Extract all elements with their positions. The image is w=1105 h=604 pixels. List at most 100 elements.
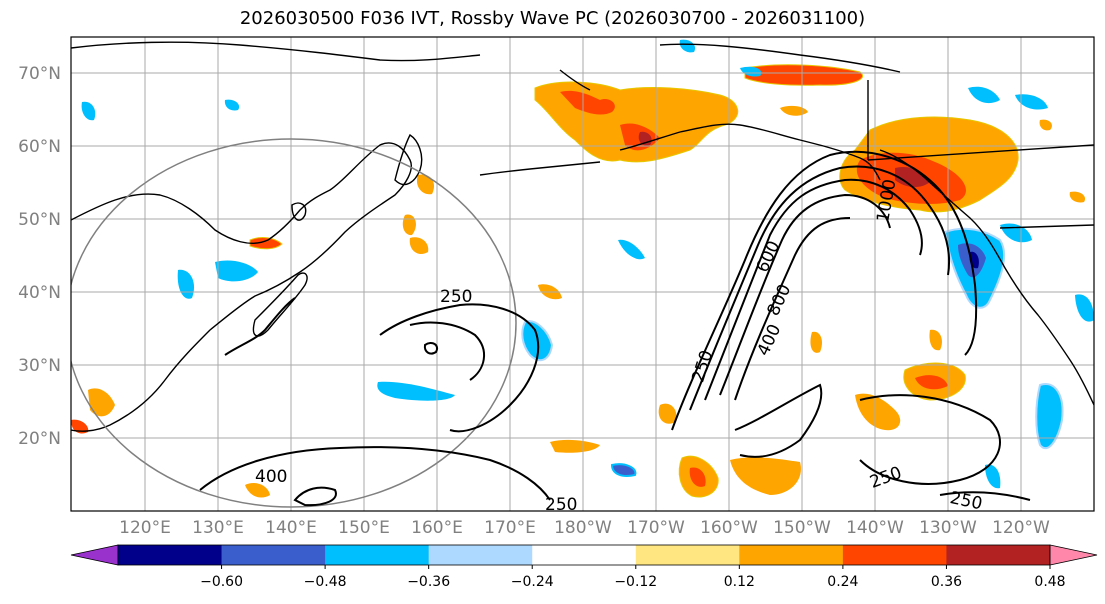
map-area: 250 250 250 250 250 400 400 600 800 1000 — [71, 37, 1094, 515]
ivt-contour — [409, 321, 485, 381]
warm-patch — [915, 375, 948, 390]
warm-patch — [249, 236, 283, 250]
warm-patch — [1069, 191, 1086, 203]
lat-label: 70°N — [18, 64, 61, 84]
colorbar-tick-label: 0.48 — [1034, 574, 1065, 590]
contour-label: 400 — [255, 467, 287, 487]
japan-coast — [252, 272, 308, 337]
colorbar-swatch — [428, 545, 533, 565]
cool-patch — [1075, 294, 1094, 322]
ivt-contour — [719, 193, 891, 396]
colorbar-ticks: −0.60 −0.48 −0.36 −0.24 −0.12 0.12 0.24 0.36 0.4… — [200, 565, 1066, 590]
colorbar-swatch — [118, 545, 223, 565]
colorbar-swatch — [635, 545, 740, 565]
warm-patch — [1039, 119, 1052, 131]
colorbar-extend-low — [70, 544, 119, 566]
cool-patch — [610, 463, 637, 477]
contour-label: 250 — [545, 495, 577, 515]
na-interior-borders — [867, 80, 1094, 229]
warm-patch — [416, 174, 435, 195]
ivt-contour — [734, 383, 823, 458]
kamchatka-coast — [394, 133, 423, 186]
warm-patch — [658, 403, 677, 424]
colorbar-outline — [117, 544, 1051, 566]
latitude-labels: 70°N 60°N 50°N 40°N 30°N 20°N — [18, 64, 61, 449]
warm-patch — [780, 105, 808, 116]
warm-patch — [810, 331, 823, 353]
cool-patch — [377, 381, 455, 401]
cool-patch — [679, 39, 696, 53]
ivt-contour — [224, 297, 296, 356]
cool-patch — [968, 86, 1000, 104]
lat-label: 40°N — [18, 283, 61, 303]
colorbar-tick-label: −0.24 — [511, 574, 554, 590]
cool-patch — [224, 99, 240, 111]
colorbar-swatch — [842, 545, 947, 565]
lon-label: 140°W — [846, 518, 904, 538]
ivt-contour — [939, 491, 1031, 501]
ivt-contour — [199, 446, 551, 501]
contour-label: 250 — [948, 488, 984, 514]
ivt-contour — [859, 394, 1001, 485]
colorbar-tick-label: 0.36 — [931, 574, 962, 590]
lon-label: 150°E — [338, 518, 390, 538]
colorbar-swatch — [946, 545, 1051, 565]
lon-label: 180°W — [554, 518, 612, 538]
contour-label: 250 — [440, 287, 472, 307]
lat-label: 20°N — [18, 429, 61, 449]
lon-label: 160°E — [411, 518, 463, 538]
anomaly-shading — [71, 39, 1094, 498]
ivt-contour — [423, 342, 438, 355]
colorbar-extend-high — [1049, 544, 1098, 566]
colorbar-swatch — [532, 545, 637, 565]
cool-patch — [1035, 383, 1064, 450]
lon-label: 140°E — [265, 518, 317, 538]
cool-patch — [81, 101, 96, 121]
colorbar-tick-label: 0.12 — [724, 574, 755, 590]
asia-coast — [71, 142, 412, 432]
japan-coast — [291, 202, 307, 221]
colorbar-tick-label: −0.12 — [614, 574, 657, 590]
colorbar-tick-label: −0.48 — [304, 574, 347, 590]
cool-patch — [215, 260, 258, 282]
lon-label: 130°E — [192, 518, 244, 538]
colorbar-swatch — [325, 545, 430, 565]
lon-label: 150°W — [773, 518, 831, 538]
warm-patch — [744, 64, 863, 86]
map-frame — [70, 36, 1095, 512]
cool-patch — [1015, 94, 1048, 110]
ivt-contour — [734, 217, 851, 401]
gridlines — [71, 37, 1094, 511]
ivt-contour — [689, 165, 951, 411]
lat-label: 60°N — [18, 137, 61, 157]
cool-patch — [740, 66, 762, 77]
colorbar-tick-label: 0.24 — [827, 574, 858, 590]
warm-patch — [895, 166, 930, 188]
longitude-labels: 120°E 130°E 140°E 150°E 160°E 170°E 180°… — [119, 518, 1050, 538]
cool-patch — [618, 239, 645, 260]
lon-label: 170°E — [484, 518, 536, 538]
lon-label: 160°W — [700, 518, 758, 538]
ivt-contour — [704, 178, 923, 401]
warm-patch — [71, 419, 89, 434]
lat-label: 30°N — [18, 356, 61, 376]
colorbar-swatches — [70, 544, 1098, 566]
ivt-contour — [293, 486, 337, 507]
warm-patch — [245, 483, 270, 498]
warm-patch — [689, 467, 706, 487]
ivt-contour — [379, 303, 540, 433]
colorbar-tick-label: −0.60 — [200, 574, 243, 590]
warm-patch — [730, 457, 801, 495]
lon-label: 130°W — [919, 518, 977, 538]
warm-patch — [855, 393, 901, 431]
lon-label: 170°W — [627, 518, 685, 538]
siberia-coast — [71, 41, 481, 62]
warm-patch — [409, 237, 429, 255]
aleutian-islands — [479, 161, 601, 176]
ivt-contour — [671, 150, 978, 431]
warm-patch — [929, 329, 942, 351]
bering-strait — [559, 69, 591, 91]
coastlines — [71, 41, 1094, 432]
alaska-coast — [659, 43, 901, 73]
